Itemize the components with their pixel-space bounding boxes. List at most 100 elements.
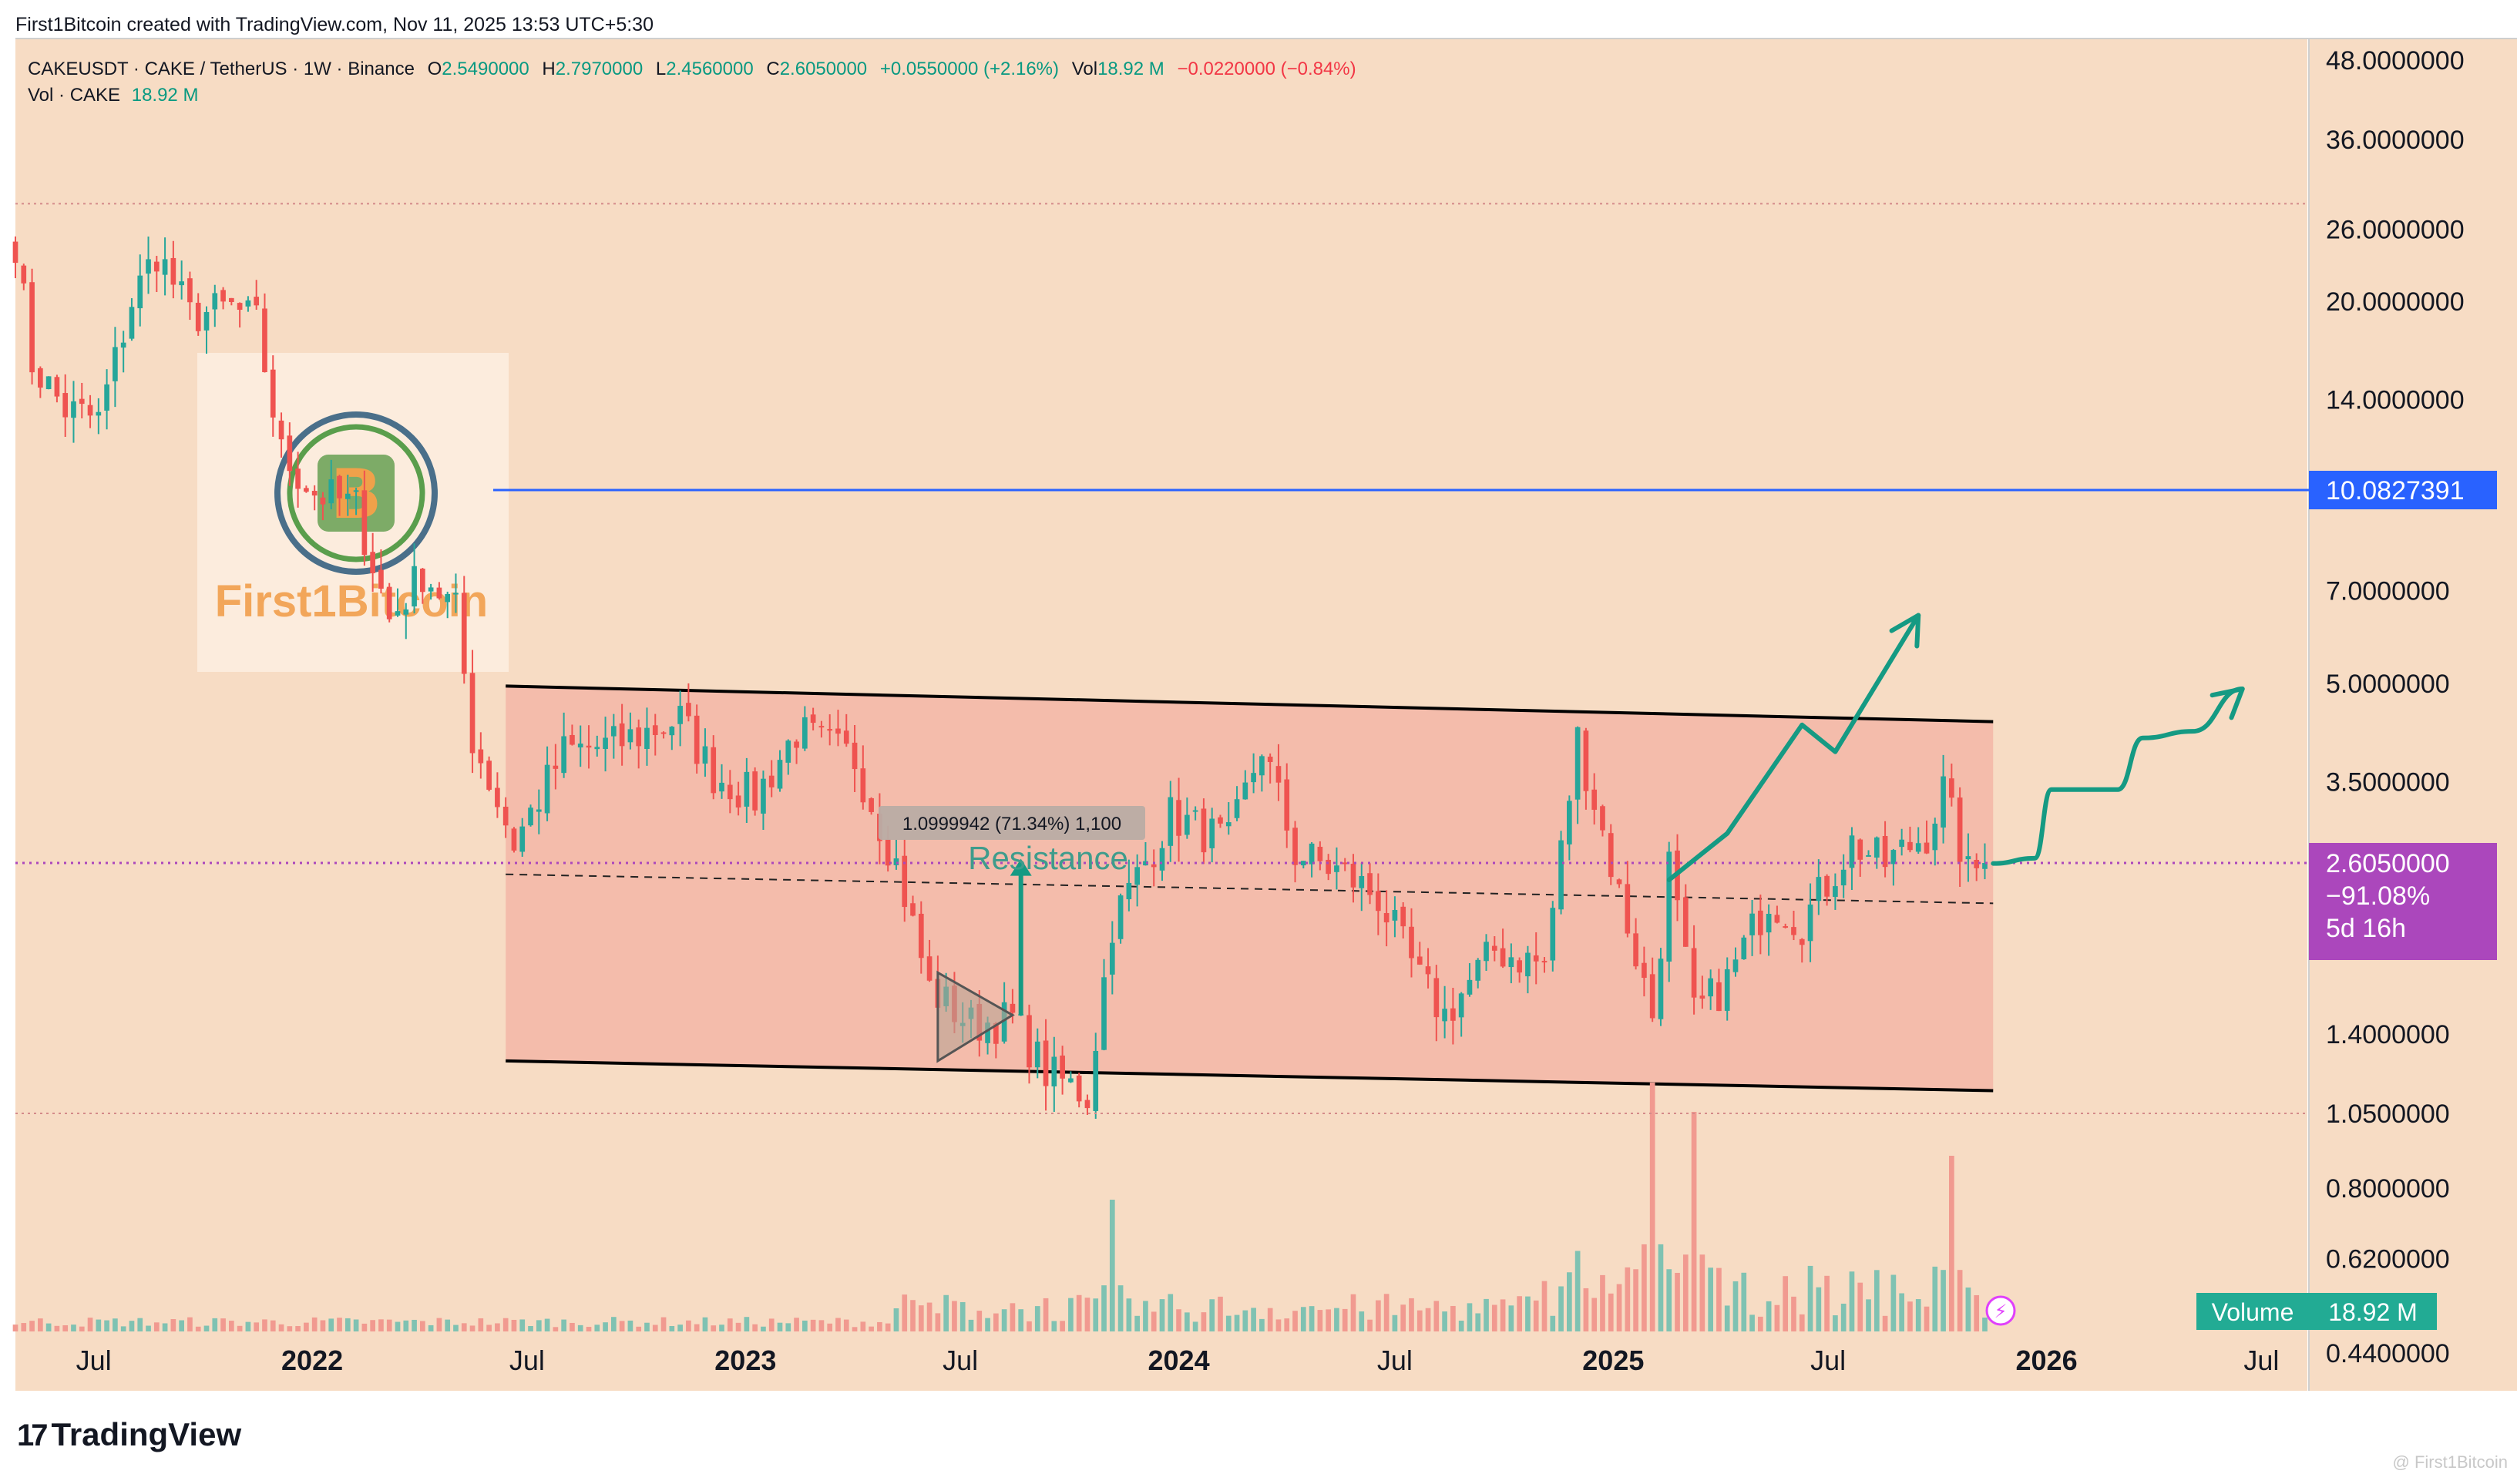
candle[interactable] bbox=[1658, 948, 1664, 1026]
candle[interactable] bbox=[1416, 942, 1423, 965]
candle[interactable] bbox=[1367, 863, 1373, 905]
volume-bar[interactable] bbox=[993, 1313, 999, 1331]
candle[interactable] bbox=[120, 331, 126, 373]
candle[interactable] bbox=[1799, 938, 1805, 963]
volume-bar[interactable] bbox=[669, 1325, 675, 1331]
candle[interactable] bbox=[794, 739, 799, 764]
candle[interactable] bbox=[1010, 989, 1016, 1024]
volume-bar[interactable] bbox=[976, 1311, 983, 1331]
volume-bar[interactable] bbox=[1168, 1294, 1174, 1331]
candle[interactable] bbox=[1974, 853, 1980, 881]
candle[interactable] bbox=[436, 582, 442, 600]
volume-bar[interactable] bbox=[1093, 1298, 1099, 1331]
volume-bar[interactable] bbox=[1682, 1254, 1689, 1331]
volume-bar[interactable] bbox=[262, 1319, 267, 1331]
volume-bar[interactable] bbox=[1076, 1294, 1082, 1331]
candle[interactable] bbox=[761, 771, 766, 830]
volume-bar[interactable] bbox=[1251, 1308, 1256, 1331]
candle[interactable] bbox=[835, 710, 841, 747]
volume-bar[interactable] bbox=[96, 1319, 102, 1331]
volume-bar[interactable] bbox=[1309, 1306, 1315, 1331]
volume-bar[interactable] bbox=[1857, 1282, 1863, 1331]
volume-bar[interactable] bbox=[212, 1318, 218, 1331]
volume-bar[interactable] bbox=[104, 1320, 109, 1331]
candle[interactable] bbox=[1500, 928, 1506, 969]
candle[interactable] bbox=[1716, 969, 1722, 1012]
volume-bar[interactable] bbox=[719, 1325, 724, 1331]
volume-bar[interactable] bbox=[611, 1317, 617, 1331]
candle[interactable] bbox=[1376, 873, 1381, 935]
candle[interactable] bbox=[445, 591, 451, 619]
candle[interactable] bbox=[153, 256, 160, 293]
candle[interactable] bbox=[1824, 874, 1830, 906]
candle[interactable] bbox=[1084, 1094, 1090, 1115]
volume-bar[interactable] bbox=[1666, 1269, 1672, 1331]
tradingview-logo[interactable]: 17 TradingView bbox=[17, 1416, 241, 1453]
volume-bar[interactable] bbox=[1027, 1321, 1032, 1331]
candle[interactable] bbox=[1724, 957, 1730, 1021]
volume-bar[interactable] bbox=[229, 1321, 234, 1331]
candle[interactable] bbox=[1342, 858, 1348, 871]
volume-bar[interactable] bbox=[1924, 1306, 1930, 1331]
candle[interactable] bbox=[669, 726, 675, 750]
volume-bar[interactable] bbox=[570, 1322, 575, 1331]
candle[interactable] bbox=[1941, 754, 1946, 844]
volume-bar[interactable] bbox=[1084, 1298, 1090, 1331]
candle[interactable] bbox=[802, 706, 808, 751]
projection-zigzag-arrow[interactable] bbox=[1666, 613, 1921, 882]
volume-bar[interactable] bbox=[586, 1327, 592, 1331]
candle[interactable] bbox=[1267, 753, 1273, 784]
volume-bar[interactable] bbox=[1209, 1299, 1215, 1331]
candle[interactable] bbox=[337, 475, 342, 516]
candle[interactable] bbox=[536, 789, 542, 834]
volume-bar[interactable] bbox=[436, 1318, 442, 1331]
volume-bar[interactable] bbox=[1001, 1309, 1007, 1331]
volume-bar[interactable] bbox=[1068, 1298, 1074, 1331]
candle[interactable] bbox=[1833, 873, 1838, 910]
volume-bar[interactable] bbox=[21, 1323, 27, 1331]
volume-bar[interactable] bbox=[711, 1325, 717, 1331]
candle[interactable] bbox=[262, 293, 267, 373]
volume-bar[interactable] bbox=[1625, 1267, 1631, 1331]
volume-bar[interactable] bbox=[752, 1324, 758, 1331]
volume-bar[interactable] bbox=[794, 1318, 799, 1331]
candle[interactable] bbox=[1508, 943, 1514, 984]
candle[interactable] bbox=[1442, 985, 1447, 1039]
candle[interactable] bbox=[1907, 826, 1913, 853]
volume-bar[interactable] bbox=[761, 1326, 766, 1331]
candle[interactable] bbox=[611, 713, 617, 759]
volume-bar[interactable] bbox=[469, 1325, 476, 1331]
volume-bar[interactable] bbox=[1642, 1244, 1647, 1331]
volume-bar[interactable] bbox=[1541, 1281, 1548, 1331]
volume-bar[interactable] bbox=[777, 1322, 783, 1331]
volume-bar[interactable] bbox=[254, 1322, 260, 1331]
candle[interactable] bbox=[1766, 904, 1772, 956]
candle[interactable] bbox=[428, 583, 434, 600]
candle[interactable] bbox=[1425, 948, 1431, 989]
candle[interactable] bbox=[1176, 777, 1181, 862]
candle[interactable] bbox=[1209, 807, 1215, 863]
volume-bar[interactable] bbox=[337, 1318, 342, 1331]
volume-bar[interactable] bbox=[1791, 1296, 1796, 1331]
candle[interactable] bbox=[768, 760, 775, 797]
volume-bar[interactable] bbox=[1392, 1314, 1398, 1331]
volume-bar[interactable] bbox=[287, 1326, 293, 1331]
volume-bar[interactable] bbox=[1034, 1306, 1040, 1331]
candle[interactable] bbox=[627, 712, 633, 750]
volume-bar[interactable] bbox=[1234, 1314, 1240, 1331]
volume-bar[interactable] bbox=[170, 1319, 176, 1331]
candle[interactable] bbox=[502, 797, 509, 838]
volume-bar[interactable] bbox=[627, 1320, 633, 1331]
candle[interactable] bbox=[1126, 859, 1132, 912]
candle[interactable] bbox=[1076, 1073, 1082, 1108]
volume-bar[interactable] bbox=[412, 1319, 417, 1331]
candle[interactable] bbox=[1840, 854, 1847, 898]
candle[interactable] bbox=[162, 237, 168, 296]
candle[interactable] bbox=[636, 719, 642, 769]
volume-bar[interactable] bbox=[428, 1325, 434, 1331]
candle[interactable] bbox=[1242, 770, 1248, 800]
volume-bar[interactable] bbox=[1873, 1270, 1880, 1331]
volume-name-tag[interactable] bbox=[2196, 1293, 2309, 1330]
candle[interactable] bbox=[702, 728, 708, 777]
candle[interactable] bbox=[686, 683, 691, 722]
